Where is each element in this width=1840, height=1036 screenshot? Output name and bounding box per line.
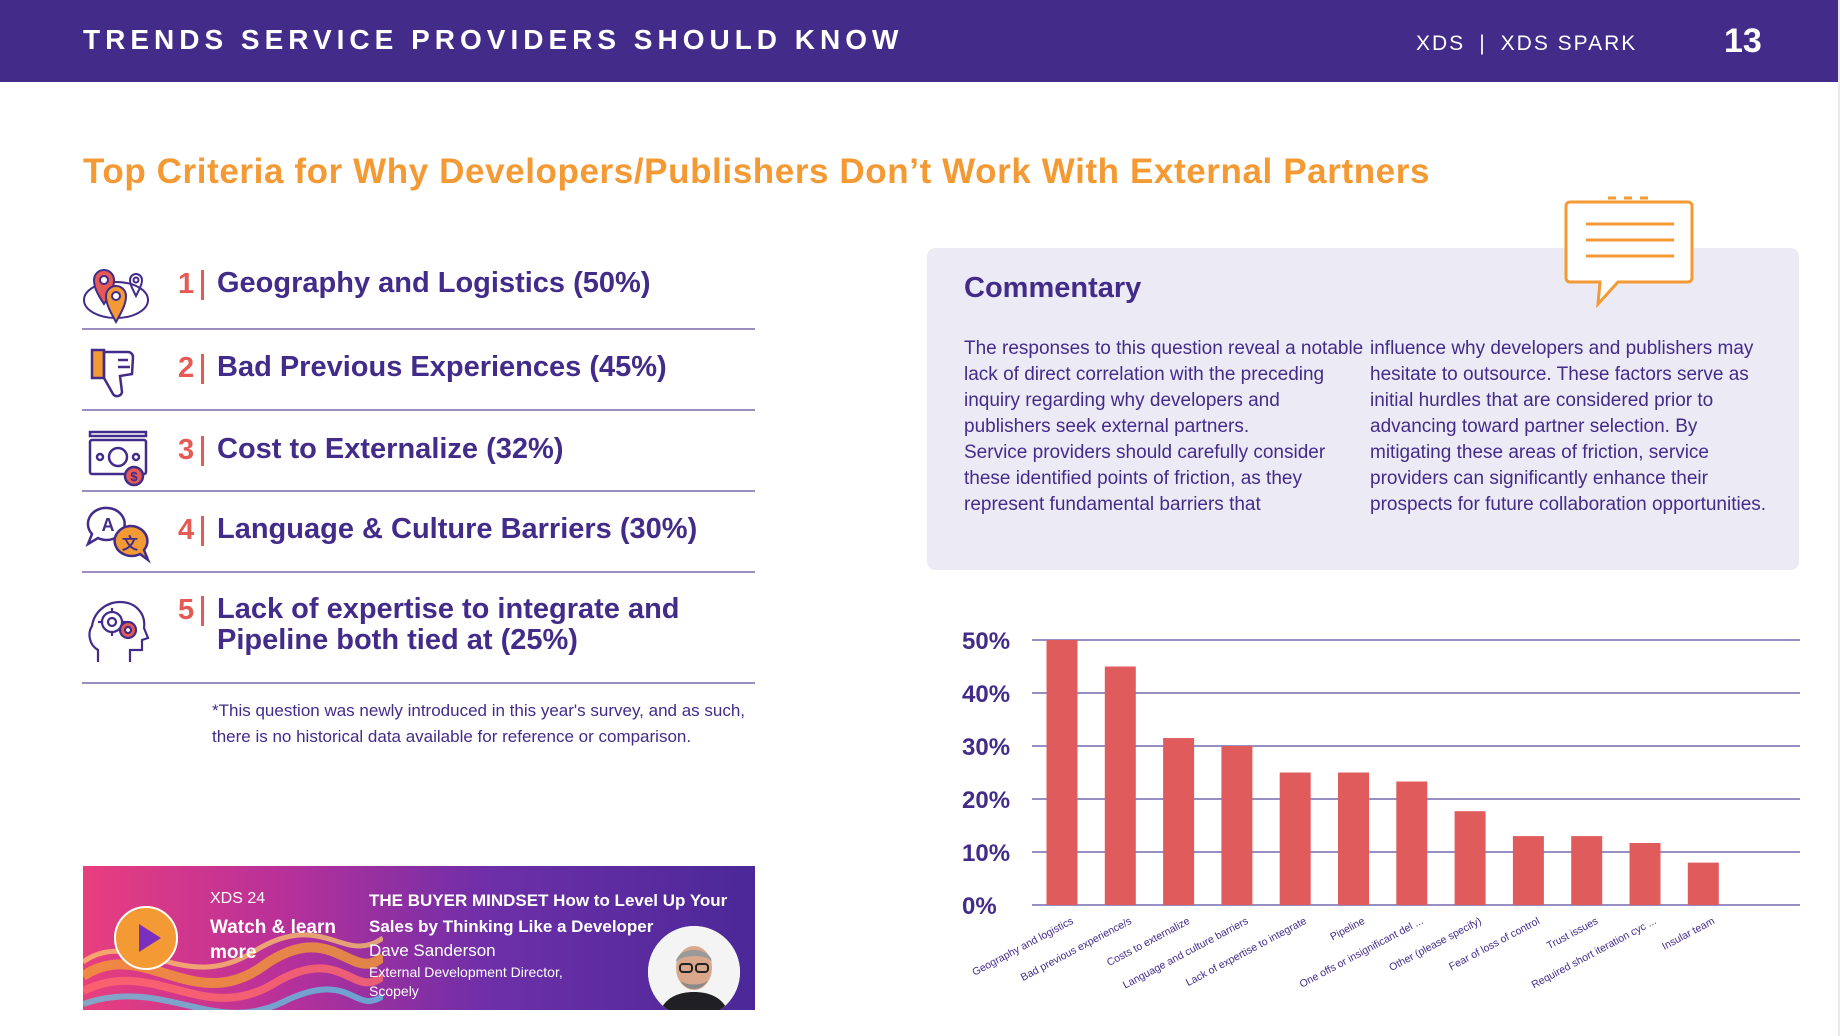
criterion-rank: 4	[178, 514, 195, 546]
bar	[1396, 781, 1428, 905]
x-tick-label: Insular team	[1660, 915, 1717, 953]
x-tick-label: Geography and logistics	[970, 915, 1075, 978]
bar	[1338, 772, 1369, 905]
play-icon	[114, 906, 178, 970]
divider	[82, 490, 755, 492]
chat-bubble-icon	[1564, 196, 1694, 308]
play-button[interactable]	[114, 906, 178, 970]
header-bar: TRENDS SERVICE PROVIDERS SHOULD KNOW XDS…	[0, 0, 1838, 82]
criterion-label: Bad Previous Experiences (45%)	[217, 351, 667, 383]
commentary-left-column: The responses to this question reveal a …	[964, 336, 1364, 518]
criterion-rank: 2	[178, 352, 195, 384]
avatar	[648, 926, 740, 1010]
commentary-paragraph: Service providers should carefully consi…	[964, 442, 1326, 515]
rank-divider	[201, 516, 204, 546]
criterion-label: Lack of expertise to integrate and Pipel…	[217, 593, 680, 656]
y-tick-label: 50%	[962, 628, 1010, 655]
divider	[82, 328, 755, 330]
y-tick-label: 20%	[962, 787, 1010, 814]
criterion-rank: 1	[178, 268, 195, 300]
page-number: 13	[1724, 22, 1762, 60]
commentary-paragraph: The responses to this question reveal a …	[964, 338, 1364, 437]
x-tick-label: Pipeline	[1328, 915, 1367, 943]
y-tick-label: 10%	[962, 840, 1010, 867]
commentary-paragraph: influence why developers and publishers …	[1370, 338, 1767, 515]
criterion-2: 2 Bad Previous Experiences (45%)	[82, 338, 755, 408]
criterion-label: Cost to Externalize (32%)	[217, 433, 564, 465]
rank-divider	[201, 436, 204, 466]
criterion-4: A 文 4 Language & Culture Barriers (30%)	[82, 500, 755, 570]
commentary-panel: Commentary The responses to this questio…	[927, 248, 1799, 570]
footnote: *This question was newly introduced in t…	[212, 701, 746, 746]
svg-text:$: $	[130, 469, 138, 484]
criterion-label: Language & Culture Barriers (30%)	[217, 513, 698, 545]
brand-separator: |	[1479, 32, 1487, 55]
criterion-label: Geography and Logistics (50%)	[217, 267, 651, 299]
y-tick-label: 40%	[962, 681, 1010, 708]
bar	[1046, 640, 1078, 905]
map-pin-icon	[82, 254, 154, 326]
bar	[1687, 862, 1719, 905]
svg-text:文: 文	[122, 534, 139, 553]
bar	[1571, 836, 1603, 905]
watch-cta[interactable]: Watch & learn more	[210, 917, 336, 963]
x-tick-label: Bad previous experience/s	[1019, 915, 1134, 984]
svg-text:A: A	[102, 515, 115, 535]
bar	[1163, 738, 1195, 905]
video-promo-banner[interactable]: XDS 24 Watch & learn more THE BUYER MIND…	[83, 866, 755, 1010]
bar	[1454, 811, 1486, 905]
divider	[82, 571, 755, 573]
commentary-title: Commentary	[964, 272, 1142, 304]
rank-divider	[201, 270, 204, 300]
bar-chart: 0% 10% 20% 30% 40% 50% Geography and logistics…	[962, 628, 1800, 991]
commentary-right-column: influence why developers and publishers …	[1370, 336, 1770, 518]
speaker-role: External Development Director, Scopely	[369, 964, 563, 999]
talk-title: THE BUYER MINDSET How to Level Up Your S…	[369, 891, 728, 936]
bar	[1104, 666, 1136, 905]
speaker-name: Dave Sanderson	[369, 941, 496, 960]
brand-xds-spark-link[interactable]: XDS SPARK	[1500, 32, 1638, 55]
bar	[1629, 842, 1661, 905]
event-tag: XDS 24	[210, 890, 266, 907]
criterion-1: 1 Geography and Logistics (50%)	[82, 254, 755, 326]
rank-divider	[201, 354, 204, 384]
bar	[1279, 772, 1311, 905]
criterion-rank: 3	[178, 434, 195, 466]
translate-icon: A 文	[82, 500, 154, 572]
divider	[82, 409, 755, 411]
criterion-rank: 5	[178, 594, 195, 626]
head-gears-icon	[82, 592, 154, 664]
bar	[1512, 836, 1544, 905]
header-brands: XDS | XDS SPARK	[1416, 32, 1637, 56]
y-tick-label: 30%	[962, 734, 1010, 761]
bar	[1221, 746, 1253, 905]
money-icon: $	[82, 420, 154, 492]
criterion-5: 5 Lack of expertise to integrate and Pip…	[82, 590, 755, 678]
page-title: Top Criteria for Why Developers/Publishe…	[83, 152, 1431, 191]
page-edge	[1838, 0, 1840, 1036]
rank-divider	[201, 596, 204, 626]
y-tick-label: 0%	[962, 893, 997, 920]
header-title: TRENDS SERVICE PROVIDERS SHOULD KNOW	[83, 24, 904, 55]
criterion-3: $ 3 Cost to Externalize (32%)	[82, 420, 755, 490]
brand-xds-link[interactable]: XDS	[1416, 32, 1466, 55]
thumbs-down-icon	[82, 338, 154, 410]
divider	[82, 682, 755, 684]
